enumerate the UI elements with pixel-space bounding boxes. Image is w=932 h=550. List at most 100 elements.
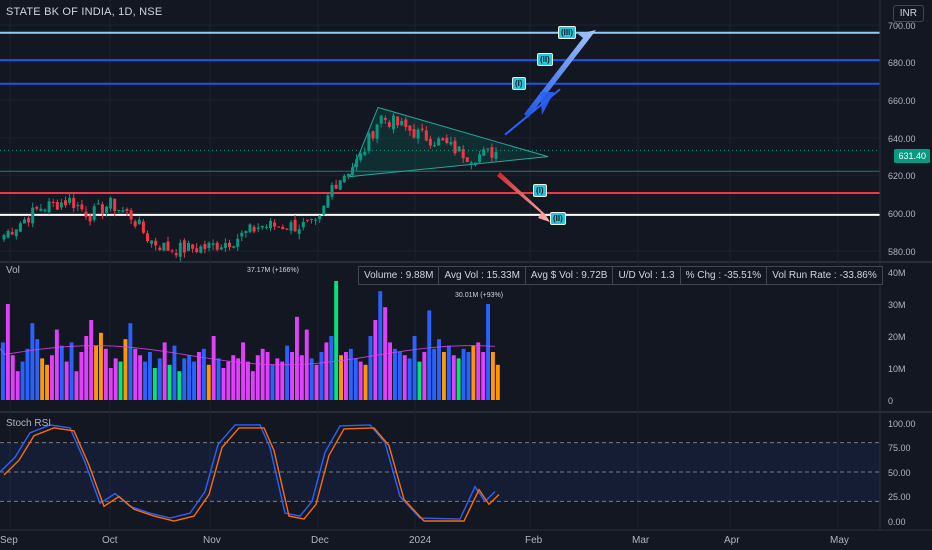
- volume-bar: [461, 348, 466, 400]
- wave-label-up-2[interactable]: (II): [537, 53, 553, 66]
- projection-arrows[interactable]: [497, 30, 596, 222]
- wave-label-down-1[interactable]: (I): [533, 184, 547, 197]
- candle-body: [342, 175, 346, 183]
- wave-label-up-3[interactable]: (III): [558, 26, 576, 39]
- volume-bar: [393, 348, 397, 400]
- candle-body: [494, 151, 498, 159]
- volume-bar: [250, 371, 255, 400]
- candle-body: [379, 115, 383, 124]
- candle-body: [318, 215, 322, 220]
- volume-tick-label: 10M: [888, 364, 906, 374]
- rsi-tick-label: 75.00: [888, 443, 911, 453]
- candle-body: [490, 147, 494, 158]
- horizontal-levels[interactable]: [0, 31, 880, 216]
- candle-body: [359, 153, 363, 160]
- candle-body: [182, 240, 186, 253]
- volume-bar: [133, 348, 138, 400]
- triangle-shape: [349, 106, 549, 178]
- volume-bar: [108, 368, 113, 400]
- candle-body: [187, 242, 190, 251]
- symbol-title[interactable]: STATE BK OF INDIA, 1D, NSE: [6, 6, 163, 18]
- grid-lines: [0, 0, 932, 530]
- candle-body: [195, 248, 199, 252]
- candle-body: [322, 205, 326, 215]
- candle-body: [474, 162, 477, 166]
- wave-label-up-1[interactable]: (I): [512, 77, 526, 90]
- candle-body: [404, 119, 408, 128]
- candle-body: [412, 128, 416, 138]
- volume-bar: [363, 364, 368, 400]
- currency-button[interactable]: INR: [892, 5, 924, 22]
- volume-bar: [84, 336, 89, 400]
- volume-bar: [280, 361, 285, 400]
- candle-body: [6, 230, 10, 238]
- volume-bar: [348, 348, 353, 400]
- volume-bar: [20, 361, 25, 400]
- stoch-rsi-pane-label[interactable]: Stoch RSI: [6, 418, 52, 429]
- volume-bar: [491, 352, 495, 400]
- candle-body: [18, 223, 22, 232]
- candle-body: [117, 209, 121, 212]
- candle-body: [367, 133, 371, 152]
- candle-body: [47, 201, 51, 213]
- candle-body: [105, 206, 108, 213]
- volume-bar: [89, 320, 94, 400]
- volume-bar: [1, 342, 5, 400]
- candle-body: [240, 232, 244, 237]
- candle-body: [310, 219, 313, 221]
- candle-body: [150, 240, 154, 244]
- volume-bar: [118, 361, 123, 400]
- candle-body: [64, 200, 67, 206]
- time-tick-label: Apr: [724, 535, 740, 546]
- stat-avg-vol: Avg Vol : 15.33M: [439, 267, 526, 284]
- candle-body: [199, 246, 203, 253]
- candle-body: [178, 242, 182, 257]
- volume-bar: [10, 355, 15, 400]
- triangle-pattern[interactable]: [349, 106, 549, 178]
- volume-bars: [0, 281, 500, 400]
- volume-bar: [402, 355, 407, 400]
- volume-bar: [260, 348, 265, 400]
- price-tick-label: 660.00: [888, 96, 916, 106]
- candle-body: [281, 226, 285, 230]
- candle-body: [109, 197, 113, 209]
- candle-body: [392, 115, 395, 130]
- candle-body: [215, 242, 219, 250]
- volume-bar: [427, 310, 432, 400]
- volume-bar: [378, 291, 383, 400]
- candle-body: [2, 235, 6, 240]
- candle-body: [301, 221, 305, 228]
- stoch-rsi-plot: [0, 424, 880, 522]
- candle-body: [396, 116, 400, 126]
- candle-body: [256, 227, 260, 229]
- candle-body: [351, 167, 354, 175]
- stat-vol-run-rate: Vol Run Rate : -33.86%: [772, 270, 877, 281]
- candle-body: [59, 202, 63, 208]
- volume-bar: [177, 371, 182, 400]
- volume-pane-label[interactable]: Vol: [6, 265, 20, 276]
- wave-label-down-2[interactable]: (II): [550, 212, 566, 225]
- volume-bar: [368, 336, 373, 400]
- price-tick-label: 680.00: [888, 58, 916, 68]
- volume-bar: [295, 316, 299, 400]
- up-arrow-head: [540, 92, 554, 115]
- volume-moving-average: [0, 345, 496, 366]
- candle-body: [428, 138, 432, 146]
- volume-bar: [339, 355, 343, 400]
- price-tick-label: 620.00: [888, 171, 916, 181]
- volume-bar: [54, 329, 59, 400]
- volume-bar: [221, 368, 226, 400]
- candle-body: [10, 232, 14, 235]
- rsi-band: [0, 442, 880, 502]
- candle-body: [416, 129, 420, 139]
- volume-bar: [456, 358, 461, 400]
- volume-bar: [152, 368, 157, 400]
- candle-body: [51, 201, 55, 203]
- candle-body: [330, 184, 334, 197]
- volume-bar: [35, 339, 40, 400]
- volume-bar: [187, 355, 192, 400]
- volume-bar: [241, 342, 245, 400]
- candle-body: [383, 118, 387, 120]
